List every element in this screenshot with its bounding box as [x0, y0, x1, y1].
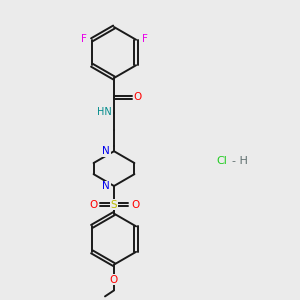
Text: Cl: Cl	[217, 155, 227, 166]
Text: O: O	[89, 200, 97, 210]
Text: - H: - H	[232, 155, 248, 166]
Text: F: F	[81, 34, 86, 44]
Text: HN: HN	[97, 107, 112, 117]
Text: O: O	[131, 200, 139, 210]
Text: N: N	[102, 146, 110, 156]
Text: O: O	[134, 92, 142, 103]
Text: N: N	[102, 181, 110, 191]
Text: F: F	[142, 34, 147, 44]
Text: S: S	[111, 200, 117, 210]
Text: O: O	[110, 274, 118, 285]
